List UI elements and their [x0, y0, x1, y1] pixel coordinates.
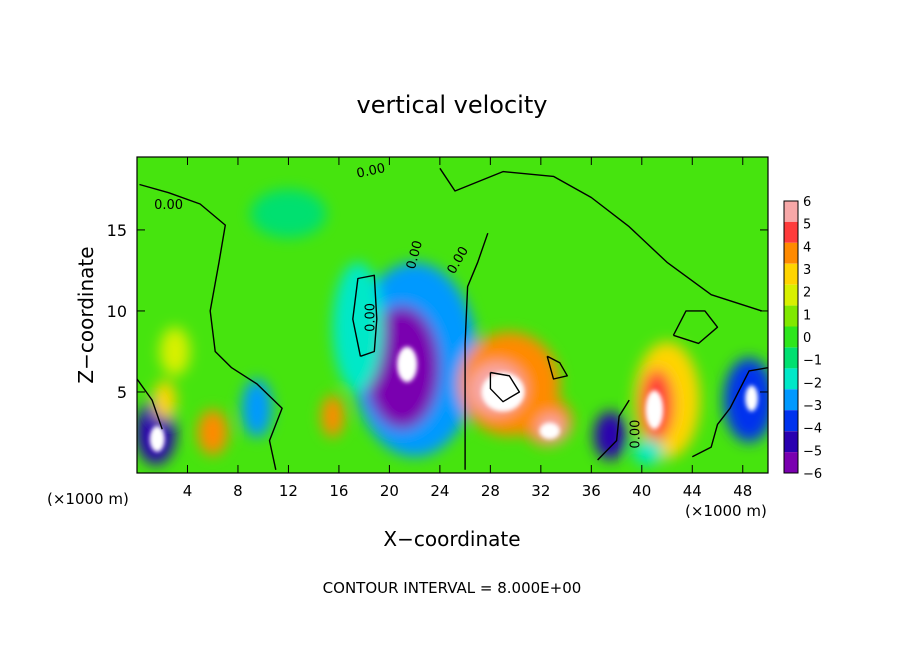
saturated-area-0 [396, 346, 418, 383]
contour-line-5 [546, 355, 568, 380]
saturated-area-1 [481, 372, 525, 412]
colorbar-label-9: −3 [803, 399, 822, 414]
x-tick-label-1: 8 [233, 482, 243, 500]
contour-line-6 [489, 371, 521, 403]
y-tick-label-0: 5 [117, 383, 127, 402]
x-tick-label-9: 40 [632, 482, 651, 500]
contour-line-8 [597, 399, 630, 461]
colorbar-label-11: −5 [803, 444, 822, 459]
colorbar-label-2: 4 [803, 240, 811, 255]
saturated-area-5 [745, 385, 758, 412]
x-tick-label-0: 4 [183, 482, 193, 500]
colorbar-label-7: −1 [803, 354, 822, 369]
contour-line-3 [352, 274, 378, 357]
colorbar-swatch-2 [784, 242, 798, 264]
colorbar-swatch-5 [784, 305, 798, 327]
colorbar-swatch-9 [784, 389, 798, 411]
colorbar-swatch-8 [784, 368, 798, 390]
x-tick-label-2: 12 [279, 482, 298, 500]
contour-lines [137, 167, 768, 470]
colorbar-label-6: 0 [803, 331, 811, 346]
colorbar-swatch-12 [784, 452, 798, 473]
chart-title: vertical velocity [357, 91, 548, 119]
contour-label-1: 0.00 [355, 161, 386, 182]
colorbar-label-5: 1 [803, 308, 811, 323]
colorbar-frame [783, 200, 799, 474]
plot-frame [136, 156, 769, 474]
x-unit-right: (×1000 m) [685, 502, 767, 520]
colorbar: 6 5 4 3 2 1 0 −1 −2 −3 −4 −5 −6 [783, 195, 822, 482]
x-tick-label-3: 16 [329, 482, 348, 500]
field-blob-17 [241, 379, 273, 438]
contour-line-1 [439, 167, 762, 312]
field-blob-19 [250, 189, 327, 239]
field-blob-16 [593, 411, 627, 461]
colorbar-label-10: −4 [803, 422, 822, 437]
contour-line-7 [691, 367, 768, 458]
colorbar-label-0: 6 [803, 195, 811, 210]
contour-label-4: 0.00 [363, 303, 378, 332]
contour-line-4 [672, 310, 719, 345]
contour-line-0 [139, 183, 283, 470]
x-axis-label: X−coordinate [383, 527, 520, 551]
contour-label-2: 0.00 [404, 239, 426, 271]
colorbar-swatch-0 [784, 201, 798, 222]
contour-label-0: 0.00 [154, 198, 183, 213]
field-blob-14 [159, 327, 191, 376]
colorbar-swatch-7 [784, 347, 798, 369]
y-tick-label-2: 15 [107, 221, 127, 240]
colorbar-swatch-6 [784, 326, 798, 348]
colorbar-label-8: −2 [803, 376, 822, 391]
x-tick-label-5: 24 [430, 482, 449, 500]
colorbar-swatch-11 [784, 431, 798, 453]
colorbar-label-12: −6 [803, 467, 822, 482]
contour-label-5: 0.00 [628, 420, 643, 449]
colorbar-swatch-1 [784, 221, 798, 243]
colorbar-swatch-4 [784, 284, 798, 306]
field-blob-12 [153, 380, 177, 420]
y-tick-label-1: 10 [107, 302, 127, 321]
saturated-area-2 [539, 422, 560, 439]
colorbar-swatch-10 [784, 410, 798, 432]
contour-line-2 [464, 232, 489, 470]
x-tick-label-10: 44 [683, 482, 702, 500]
x-tick-label-8: 36 [582, 482, 601, 500]
saturated-area-4 [149, 426, 165, 452]
x-tick-label-7: 32 [531, 482, 550, 500]
x-tick-label-6: 28 [481, 482, 500, 500]
colorbar-label-1: 5 [803, 218, 811, 233]
field-blob-13 [197, 409, 228, 456]
x-tick-label-11: 48 [733, 482, 752, 500]
saturated-area-3 [645, 390, 664, 430]
contour-interval-text: CONTOUR INTERVAL = 8.000E+00 [323, 579, 582, 597]
x-unit-left: (×1000 m) [47, 490, 129, 508]
x-tick-label-4: 20 [380, 482, 399, 500]
field-blob-15 [321, 395, 344, 438]
contour-line-9 [137, 378, 163, 430]
field-blob-18 [632, 438, 664, 465]
y-axis: 5 10 15 [107, 221, 768, 402]
x-axis: 4 8 12 16 20 24 28 32 36 40 44 48 [183, 157, 752, 500]
y-axis-label: Z−coordinate [74, 246, 98, 383]
colorbar-swatch-3 [784, 263, 798, 285]
colorbar-label-4: 2 [803, 286, 811, 301]
colorbar-label-3: 3 [803, 263, 811, 278]
field-blob-3 [332, 262, 384, 392]
